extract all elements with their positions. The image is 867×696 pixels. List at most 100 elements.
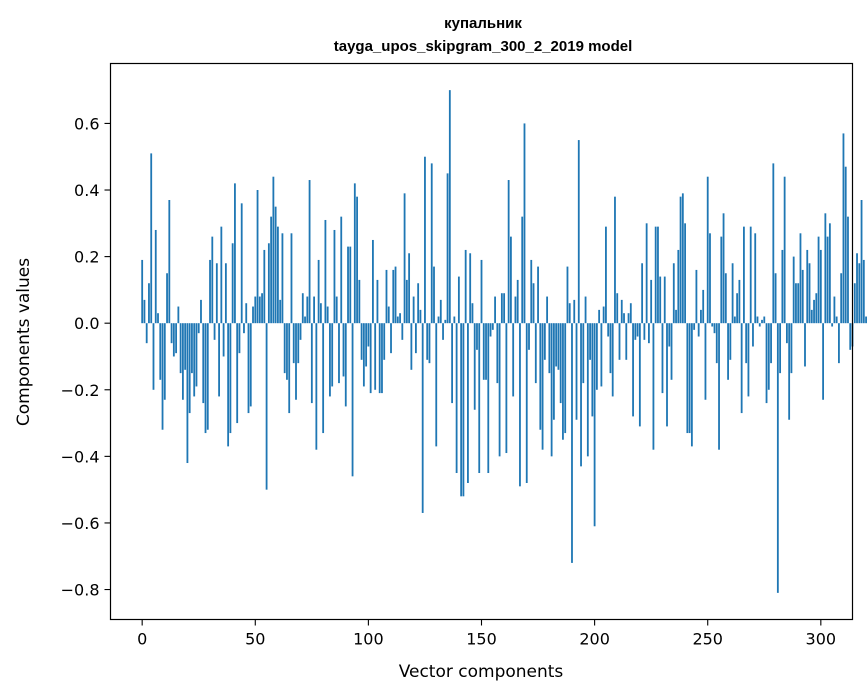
bar	[482, 323, 485, 380]
bar	[616, 293, 619, 324]
bar	[197, 323, 200, 334]
bar	[424, 156, 426, 324]
bar	[200, 299, 202, 324]
x-axis-ticks: 0 50 100 150 200 250 300	[137, 619, 836, 649]
bar	[516, 279, 519, 324]
bar	[695, 269, 698, 324]
bar	[399, 313, 401, 324]
bar	[457, 276, 460, 324]
bar	[206, 323, 209, 430]
bar	[476, 323, 478, 350]
bar	[693, 323, 696, 330]
bar	[783, 176, 786, 324]
bar	[270, 216, 273, 324]
bar	[661, 323, 664, 394]
x-tick-label: 100	[353, 630, 384, 649]
bar	[684, 223, 686, 324]
bar	[274, 206, 277, 324]
bar	[446, 173, 449, 324]
bar	[704, 323, 707, 400]
bar	[451, 323, 453, 404]
bar	[163, 323, 166, 400]
bar	[277, 226, 279, 324]
bar	[543, 323, 546, 360]
bar	[419, 309, 422, 324]
bar	[372, 239, 374, 324]
bar	[347, 246, 349, 324]
bar	[412, 296, 415, 324]
bar	[421, 323, 424, 513]
bar	[408, 253, 411, 324]
bar	[584, 296, 587, 324]
bar	[218, 323, 220, 397]
bar	[840, 273, 843, 324]
bar	[537, 266, 539, 324]
bar	[175, 323, 178, 354]
bar	[580, 323, 582, 467]
bar	[623, 313, 625, 324]
bar	[781, 249, 784, 324]
bar	[792, 256, 795, 324]
bar	[148, 283, 150, 324]
bar	[765, 323, 768, 404]
bar	[611, 323, 614, 397]
bar	[258, 296, 261, 324]
y-tick-label: −0.4	[61, 447, 100, 466]
bar	[740, 323, 743, 414]
bar	[808, 263, 811, 324]
bar	[573, 299, 576, 324]
bar	[523, 123, 526, 324]
bar	[240, 203, 243, 324]
bar	[209, 259, 211, 324]
bar	[469, 253, 472, 324]
bar	[195, 323, 198, 387]
bar	[306, 296, 309, 324]
x-tick-label: 150	[466, 630, 497, 649]
bar	[202, 323, 205, 404]
bar	[417, 283, 420, 324]
bar	[188, 323, 191, 414]
bar	[826, 236, 829, 324]
bar	[437, 316, 440, 324]
bar	[227, 323, 230, 447]
bar	[252, 306, 254, 324]
y-tick-label: 0.6	[74, 114, 99, 133]
bar	[785, 323, 788, 344]
y-tick-label: −0.8	[61, 581, 100, 600]
bar	[788, 323, 791, 420]
bar	[681, 193, 684, 324]
bar	[700, 309, 702, 324]
x-tick-label: 0	[137, 630, 147, 649]
bar	[387, 306, 390, 324]
bar	[485, 323, 487, 380]
bar	[403, 193, 406, 324]
bar	[620, 299, 623, 324]
y-axis-label: Components values	[14, 258, 34, 426]
bar	[433, 266, 435, 324]
bar	[238, 323, 241, 354]
bar	[724, 273, 727, 324]
bar	[349, 246, 352, 324]
bar	[426, 323, 429, 360]
bar	[340, 216, 343, 324]
bar	[313, 296, 315, 324]
bar	[249, 323, 252, 407]
bar	[290, 233, 293, 324]
bar	[715, 323, 718, 364]
bar	[706, 176, 709, 324]
bar	[632, 323, 634, 417]
bar	[331, 323, 334, 387]
bar	[478, 323, 481, 474]
bar	[713, 323, 716, 334]
bar	[358, 279, 361, 324]
bar	[213, 323, 216, 340]
bar	[295, 323, 297, 400]
bar	[145, 323, 148, 344]
bar	[733, 316, 736, 324]
bar	[365, 323, 368, 367]
bar	[367, 323, 370, 347]
bar	[362, 323, 365, 387]
x-tick-label: 200	[579, 630, 610, 649]
bar	[444, 319, 447, 324]
bar	[643, 323, 646, 340]
